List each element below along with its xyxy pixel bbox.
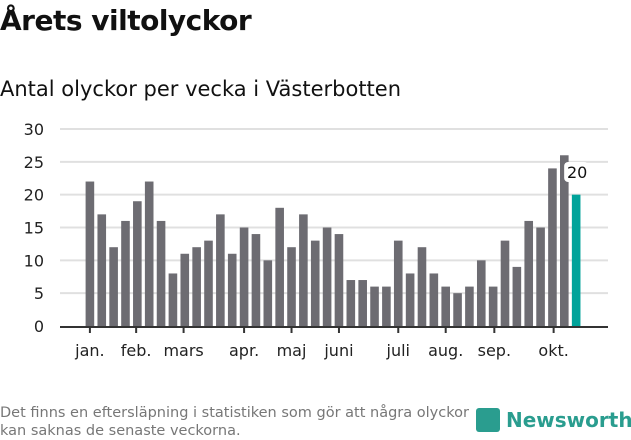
annotation-bg [564, 162, 589, 182]
bar [299, 214, 308, 326]
bar [180, 253, 190, 326]
bar [322, 227, 332, 326]
bar [358, 280, 367, 326]
x-tick-label: sep. [478, 341, 511, 360]
bar [393, 240, 403, 326]
bar [500, 240, 510, 326]
bar [216, 214, 225, 326]
bar [548, 168, 557, 326]
y-tick-label: 25 [24, 153, 44, 172]
x-tick-label: juni [323, 341, 353, 360]
bar [465, 286, 474, 326]
bar [97, 214, 107, 326]
bar [144, 181, 154, 326]
page-title: Årets viltolyckor [0, 4, 252, 37]
y-tick-label: 15 [24, 219, 44, 238]
bar [370, 286, 379, 326]
bar [227, 253, 237, 326]
bar [488, 286, 498, 326]
footnote: Det finns en eftersläpning i statistiken… [0, 405, 469, 439]
bar [239, 227, 249, 326]
chart-subtitle: Antal olyckor per vecka i Västerbotten [0, 77, 402, 101]
bar [560, 155, 569, 326]
x-tick-label: maj [277, 341, 307, 360]
bar [512, 266, 522, 326]
bar [536, 227, 545, 326]
bar [405, 273, 415, 326]
y-tick-label: 30 [24, 120, 44, 139]
bar [263, 260, 273, 326]
bar [310, 240, 320, 326]
newsworthy-logo: Newsworthy [476, 408, 631, 432]
bar [476, 260, 486, 326]
bar [109, 247, 118, 326]
bar [251, 234, 261, 326]
chart-logo-icon [476, 408, 500, 432]
bar [192, 247, 201, 326]
bar [417, 247, 427, 326]
bar [287, 247, 296, 326]
brand-name: Newsworthy [506, 408, 631, 432]
bar [346, 280, 356, 326]
bar [121, 220, 130, 326]
bar [275, 207, 284, 326]
x-tick-label: jan. [74, 341, 104, 360]
bar [168, 273, 178, 326]
y-tick-label: 0 [34, 317, 44, 336]
bar [429, 273, 439, 326]
bar [441, 286, 450, 326]
y-tick-label: 5 [34, 284, 44, 303]
x-tick-label: mars [163, 341, 203, 360]
x-tick-label: okt. [538, 341, 568, 360]
x-tick-label: juli [386, 341, 410, 360]
bar-chart: 0 5 10 15 20 25 30 jan. feb. mars apr. maj juni juli a… [24, 120, 608, 360]
y-tick-label: 20 [24, 186, 44, 205]
x-tick-label: aug. [428, 341, 463, 360]
bar [156, 220, 166, 326]
y-tick-label: 10 [24, 251, 44, 270]
bar-highlight [571, 194, 581, 326]
bar [133, 201, 142, 326]
x-tick-label: apr. [229, 341, 259, 360]
bar [453, 293, 462, 326]
bar [524, 220, 534, 326]
bar [382, 286, 391, 326]
x-tick-label: feb. [121, 341, 152, 360]
annotation-label: 20 [567, 163, 587, 182]
bar [334, 234, 344, 326]
bar [204, 240, 213, 326]
bar [85, 181, 95, 326]
